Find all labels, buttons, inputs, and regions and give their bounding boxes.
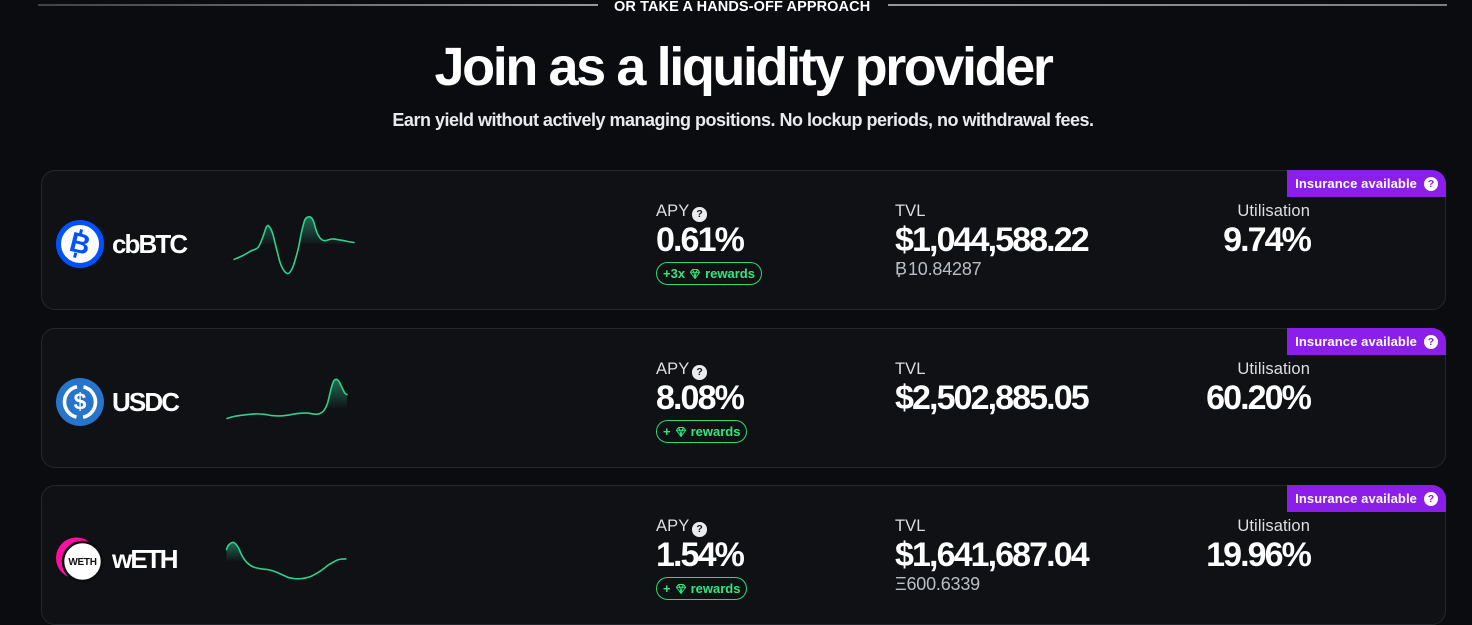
svg-text:B: B bbox=[895, 262, 907, 277]
svg-text:WETH: WETH bbox=[68, 557, 96, 568]
svg-text:$: $ bbox=[74, 388, 87, 414]
